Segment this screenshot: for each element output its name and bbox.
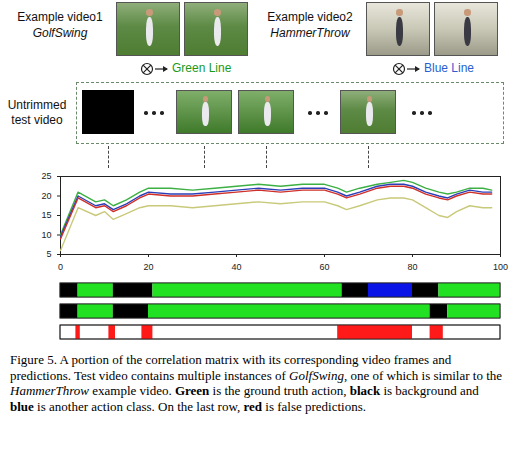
html-text:Untrimmed test video: Untrimmed test video [7, 98, 67, 127]
svg-text:80: 80 [407, 262, 417, 272]
html-text:GolfSwing: GolfSwing [32, 26, 88, 40]
html-text:blue is another action class.: blue is another action class. On the las… [10, 398, 366, 414]
svg-text:20: 20 [143, 262, 153, 272]
html-text:Example video2: Example video2 [267, 10, 353, 24]
svg-text:100: 100 [493, 262, 508, 272]
html-text:HammerThrow: HammerThrow [270, 26, 350, 40]
svg-text:25: 25 [41, 171, 51, 181]
svg-text:5: 5 [46, 249, 51, 259]
html-text:HammerThrow example video. Gre: HammerThrow example video. Green is the … [10, 383, 479, 398]
html-text:Blue Line: Blue Line [424, 61, 474, 75]
html-text:Example video1: Example video1 [17, 10, 103, 24]
svg-text:40: 40 [231, 262, 241, 272]
svg-text:0: 0 [58, 262, 63, 272]
html-text:Figure 5. A portion of the cor: Figure 5. A portion of the correlation m… [10, 352, 503, 383]
svg-text:15: 15 [41, 210, 51, 220]
html-text:Green Line: Green Line [172, 61, 232, 75]
svg-text:20: 20 [41, 191, 51, 201]
svg-text:60: 60 [319, 262, 329, 272]
svg-text:10: 10 [41, 230, 51, 240]
